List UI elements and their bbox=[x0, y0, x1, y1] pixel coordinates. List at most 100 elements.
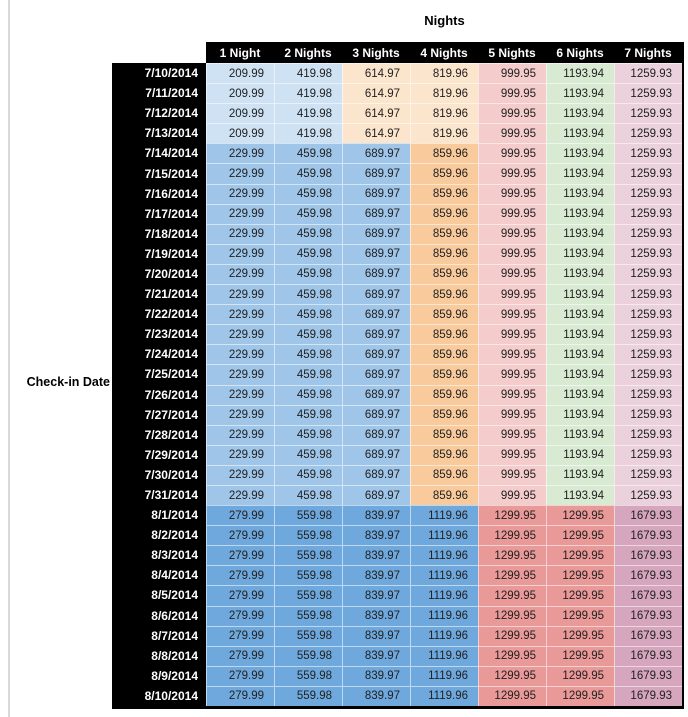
price-cell[interactable]: 1193.94 bbox=[546, 444, 614, 465]
price-cell[interactable]: 999.95 bbox=[478, 284, 546, 305]
price-cell[interactable]: 859.96 bbox=[410, 464, 478, 485]
price-cell[interactable]: 229.99 bbox=[206, 163, 274, 184]
price-cell[interactable]: 839.97 bbox=[342, 585, 410, 606]
price-cell[interactable]: 689.97 bbox=[342, 364, 410, 385]
price-cell[interactable]: 1299.95 bbox=[546, 545, 614, 566]
price-cell[interactable]: 859.96 bbox=[410, 364, 478, 385]
price-cell[interactable]: 1679.93 bbox=[614, 545, 682, 566]
date-cell[interactable]: 8/10/2014 bbox=[112, 685, 206, 706]
price-cell[interactable]: 999.95 bbox=[478, 324, 546, 345]
price-cell[interactable]: 689.97 bbox=[342, 464, 410, 485]
price-cell[interactable]: 459.98 bbox=[274, 464, 342, 485]
price-cell[interactable]: 1119.96 bbox=[410, 505, 478, 526]
price-cell[interactable]: 1679.93 bbox=[614, 685, 682, 706]
date-cell[interactable]: 7/27/2014 bbox=[112, 404, 206, 425]
date-cell[interactable]: 7/20/2014 bbox=[112, 263, 206, 285]
price-cell[interactable]: 459.98 bbox=[274, 324, 342, 345]
price-cell[interactable]: 999.95 bbox=[478, 304, 546, 325]
price-cell[interactable]: 999.95 bbox=[478, 464, 546, 485]
price-cell[interactable]: 1259.93 bbox=[614, 344, 682, 365]
price-cell[interactable]: 1259.93 bbox=[614, 263, 682, 285]
price-cell[interactable]: 999.95 bbox=[478, 183, 546, 204]
price-cell[interactable]: 689.97 bbox=[342, 223, 410, 244]
price-cell[interactable]: 689.97 bbox=[342, 484, 410, 506]
price-cell[interactable]: 999.95 bbox=[478, 484, 546, 506]
price-cell[interactable]: 1679.93 bbox=[614, 625, 682, 646]
date-cell[interactable]: 7/19/2014 bbox=[112, 243, 206, 264]
date-cell[interactable]: 8/2/2014 bbox=[112, 525, 206, 546]
date-cell[interactable]: 8/8/2014 bbox=[112, 645, 206, 666]
price-cell[interactable]: 1193.94 bbox=[546, 324, 614, 345]
price-cell[interactable]: 229.99 bbox=[206, 203, 274, 224]
price-cell[interactable]: 1259.93 bbox=[614, 223, 682, 244]
price-cell[interactable]: 209.99 bbox=[206, 83, 274, 104]
price-cell[interactable]: 419.98 bbox=[274, 63, 342, 84]
price-cell[interactable]: 1193.94 bbox=[546, 284, 614, 305]
price-cell[interactable]: 819.96 bbox=[410, 83, 478, 104]
date-cell[interactable]: 7/14/2014 bbox=[112, 143, 206, 164]
date-cell[interactable]: 8/5/2014 bbox=[112, 585, 206, 606]
price-cell[interactable]: 859.96 bbox=[410, 424, 478, 445]
price-cell[interactable]: 229.99 bbox=[206, 304, 274, 325]
price-cell[interactable]: 1299.95 bbox=[546, 525, 614, 546]
price-cell[interactable]: 859.96 bbox=[410, 324, 478, 345]
price-cell[interactable]: 614.97 bbox=[342, 123, 410, 144]
price-cell[interactable]: 1679.93 bbox=[614, 645, 682, 666]
price-cell[interactable]: 1679.93 bbox=[614, 505, 682, 526]
price-cell[interactable]: 1259.93 bbox=[614, 364, 682, 385]
price-cell[interactable]: 1679.93 bbox=[614, 525, 682, 546]
price-cell[interactable]: 819.96 bbox=[410, 63, 478, 84]
price-cell[interactable]: 1119.96 bbox=[410, 585, 478, 606]
price-cell[interactable]: 459.98 bbox=[274, 404, 342, 425]
price-cell[interactable]: 1259.93 bbox=[614, 384, 682, 405]
price-cell[interactable]: 689.97 bbox=[342, 203, 410, 224]
price-cell[interactable]: 459.98 bbox=[274, 203, 342, 224]
price-cell[interactable]: 999.95 bbox=[478, 263, 546, 285]
price-cell[interactable]: 859.96 bbox=[410, 304, 478, 325]
price-cell[interactable]: 1259.93 bbox=[614, 424, 682, 445]
price-cell[interactable]: 229.99 bbox=[206, 464, 274, 485]
price-cell[interactable]: 1299.95 bbox=[546, 685, 614, 706]
date-cell[interactable]: 7/17/2014 bbox=[112, 203, 206, 224]
price-cell[interactable]: 279.99 bbox=[206, 685, 274, 706]
price-cell[interactable]: 459.98 bbox=[274, 284, 342, 305]
price-cell[interactable]: 614.97 bbox=[342, 83, 410, 104]
date-cell[interactable]: 7/28/2014 bbox=[112, 424, 206, 445]
price-cell[interactable]: 689.97 bbox=[342, 243, 410, 264]
date-cell[interactable]: 7/18/2014 bbox=[112, 223, 206, 244]
price-cell[interactable]: 459.98 bbox=[274, 384, 342, 405]
price-cell[interactable]: 1259.93 bbox=[614, 404, 682, 425]
date-cell[interactable]: 7/21/2014 bbox=[112, 284, 206, 305]
date-cell[interactable]: 7/30/2014 bbox=[112, 464, 206, 485]
price-cell[interactable]: 689.97 bbox=[342, 163, 410, 184]
date-cell[interactable]: 7/22/2014 bbox=[112, 304, 206, 325]
price-cell[interactable]: 1119.96 bbox=[410, 685, 478, 706]
price-cell[interactable]: 1259.93 bbox=[614, 324, 682, 345]
price-cell[interactable]: 1299.95 bbox=[478, 565, 546, 586]
date-cell[interactable]: 8/1/2014 bbox=[112, 505, 206, 526]
column-header[interactable]: 4 Nights bbox=[410, 42, 478, 63]
column-header[interactable]: 6 Nights bbox=[546, 42, 614, 63]
price-cell[interactable]: 1259.93 bbox=[614, 203, 682, 224]
price-cell[interactable]: 1119.96 bbox=[410, 565, 478, 586]
price-cell[interactable]: 689.97 bbox=[342, 344, 410, 365]
date-cell[interactable]: 7/16/2014 bbox=[112, 183, 206, 204]
price-cell[interactable]: 229.99 bbox=[206, 444, 274, 465]
price-cell[interactable]: 1193.94 bbox=[546, 83, 614, 104]
price-cell[interactable]: 859.96 bbox=[410, 223, 478, 244]
price-cell[interactable]: 209.99 bbox=[206, 103, 274, 124]
price-cell[interactable]: 839.97 bbox=[342, 645, 410, 666]
price-cell[interactable]: 459.98 bbox=[274, 424, 342, 445]
price-cell[interactable]: 1193.94 bbox=[546, 123, 614, 144]
price-cell[interactable]: 1299.95 bbox=[478, 685, 546, 706]
price-cell[interactable]: 1193.94 bbox=[546, 384, 614, 405]
price-cell[interactable]: 1193.94 bbox=[546, 404, 614, 425]
price-cell[interactable]: 999.95 bbox=[478, 243, 546, 264]
price-cell[interactable]: 1119.96 bbox=[410, 645, 478, 666]
date-cell[interactable]: 7/24/2014 bbox=[112, 344, 206, 365]
price-cell[interactable]: 1193.94 bbox=[546, 183, 614, 204]
price-cell[interactable]: 1193.94 bbox=[546, 484, 614, 506]
price-cell[interactable]: 1299.95 bbox=[478, 525, 546, 546]
price-cell[interactable]: 559.98 bbox=[274, 685, 342, 706]
price-cell[interactable]: 859.96 bbox=[410, 404, 478, 425]
